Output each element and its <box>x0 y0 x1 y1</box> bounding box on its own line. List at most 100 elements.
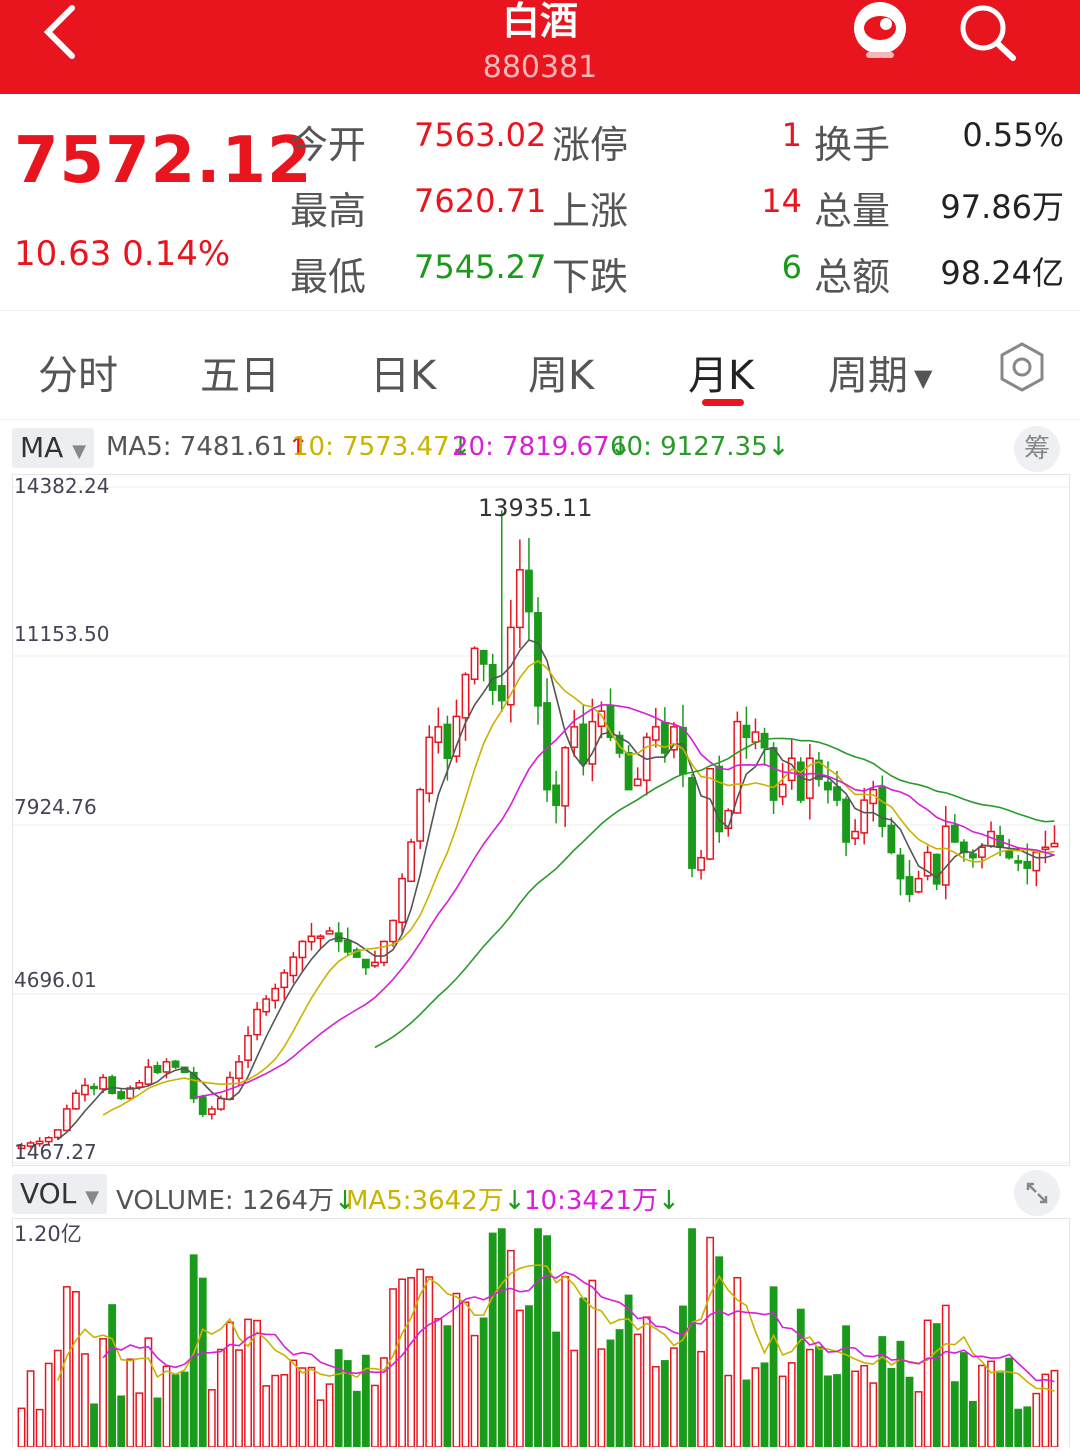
price-change: 10.63 0.14% <box>14 234 231 274</box>
volume-bar <box>35 1408 44 1448</box>
volume-bar <box>370 1384 379 1448</box>
tab-monthly-k[interactable]: 月K <box>688 353 755 399</box>
dropdown-caret-icon: ▼ <box>914 364 933 392</box>
volume-bar <box>425 1276 434 1448</box>
tab-period-dropdown[interactable]: 周期 ▼ <box>828 353 933 399</box>
volume-bar <box>334 1349 343 1448</box>
candle-body <box>1005 850 1014 859</box>
candle-body <box>198 1096 207 1115</box>
kline-svg <box>13 486 1069 1164</box>
indicator-select[interactable]: MA ▼ <box>12 428 95 468</box>
volume-bar <box>805 1348 814 1448</box>
tab-five-day[interactable]: 五日 <box>200 353 280 399</box>
volume-bar <box>289 1359 298 1448</box>
candle-body <box>216 1097 225 1110</box>
candle-body <box>824 781 832 791</box>
volume-bar <box>597 1348 606 1448</box>
candle-body <box>887 824 896 854</box>
volume-bar <box>932 1323 941 1448</box>
y-tick-label: 11153.50 <box>14 622 110 646</box>
volume-bar <box>434 1318 443 1448</box>
volume-bar <box>452 1292 461 1448</box>
volume-bar <box>171 1374 180 1448</box>
volume-bar <box>860 1364 869 1448</box>
candle-body <box>207 1108 216 1115</box>
volume-bar <box>914 1391 923 1448</box>
high-value: 7620.71 <box>414 182 547 220</box>
volume-bar <box>787 1362 796 1448</box>
volume-bar <box>642 1316 651 1448</box>
volume-bar <box>298 1367 307 1448</box>
volume-bar <box>216 1348 225 1448</box>
volume-bar <box>715 1256 724 1448</box>
tab-intraday[interactable]: 分时 <box>38 353 118 399</box>
volume-bar <box>207 1389 216 1448</box>
volume-bar <box>153 1397 162 1448</box>
tab-daily-k[interactable]: 日K <box>370 353 437 399</box>
robot-icon[interactable] <box>850 0 914 64</box>
volume-bar <box>697 1350 706 1448</box>
volume-bar <box>552 1331 561 1448</box>
candle-body <box>90 1085 98 1090</box>
candle-body <box>425 736 434 794</box>
ma5-line <box>57 639 1055 1141</box>
candle-body <box>316 935 325 939</box>
amount-label: 总额 <box>814 255 891 299</box>
candle-body <box>651 726 660 741</box>
caret-down-icon: ▼ <box>85 1187 100 1208</box>
chip-distribution-button[interactable]: 筹 <box>1014 426 1060 472</box>
volume-bar <box>407 1277 416 1448</box>
candle-body <box>606 705 615 739</box>
candle-body <box>253 1008 262 1036</box>
vol-ma5-legend: MA5:3642万↓ <box>346 1186 526 1216</box>
volume-bar <box>1041 1373 1050 1448</box>
volume-bar <box>144 1337 153 1448</box>
candle-body <box>769 747 778 801</box>
hexagon-gear-icon[interactable] <box>996 341 1048 393</box>
candle-body <box>950 824 959 843</box>
candle-body <box>497 684 506 702</box>
candle-body <box>271 987 280 1002</box>
volume-bar <box>443 1325 452 1448</box>
candle-body <box>162 1061 171 1073</box>
volume-bar <box>851 1370 860 1448</box>
stock-code: 880381 <box>482 50 598 85</box>
candle-body <box>697 856 706 871</box>
volume-bar <box>17 1407 26 1448</box>
candle-body <box>633 778 642 787</box>
ma60-line <box>374 737 1055 1049</box>
candle-body <box>461 673 470 719</box>
ma10-legend: 10: 7573.47↓ <box>292 432 472 462</box>
volume-bar <box>887 1367 896 1448</box>
tab-weekly-k[interactable]: 周K <box>528 353 595 399</box>
volume-bar <box>579 1297 588 1448</box>
expand-icon[interactable] <box>1014 1170 1060 1216</box>
candle-body <box>1023 860 1032 869</box>
volume-bar <box>651 1366 660 1448</box>
candle-body <box>525 569 533 613</box>
volume-bar <box>108 1304 117 1448</box>
candle-body <box>434 726 443 744</box>
search-icon[interactable] <box>955 2 1019 66</box>
chevron-left-icon[interactable] <box>40 4 100 64</box>
volume-svg <box>17 1228 1059 1448</box>
ma-legend-row: MA ▼ MA5: 7481.61↑ 10: 7573.47↓ 20: 7819… <box>0 424 1080 472</box>
volume-label: 总量 <box>814 189 891 233</box>
low-value: 7545.27 <box>414 248 547 286</box>
high-label: 最高 <box>290 189 367 233</box>
ma60-legend: 60: 9127.35↓ <box>610 432 790 462</box>
volume-bar <box>1050 1369 1059 1448</box>
volume-bar <box>669 1347 678 1448</box>
candlestick-chart[interactable] <box>12 474 1070 1166</box>
limit-up-label: 涨停 <box>552 123 629 167</box>
volume-indicator-select[interactable]: VOL ▼ <box>12 1174 108 1214</box>
candle-body <box>923 851 932 877</box>
volume-chart[interactable] <box>12 1218 1070 1448</box>
rising-count: 14 <box>761 182 802 220</box>
candle-body <box>416 788 425 842</box>
candle-body <box>117 1091 126 1100</box>
candle-body <box>389 919 397 943</box>
turnover-label: 换手 <box>814 123 891 167</box>
volume-bar <box>262 1385 271 1448</box>
candle-body <box>1014 860 1023 864</box>
